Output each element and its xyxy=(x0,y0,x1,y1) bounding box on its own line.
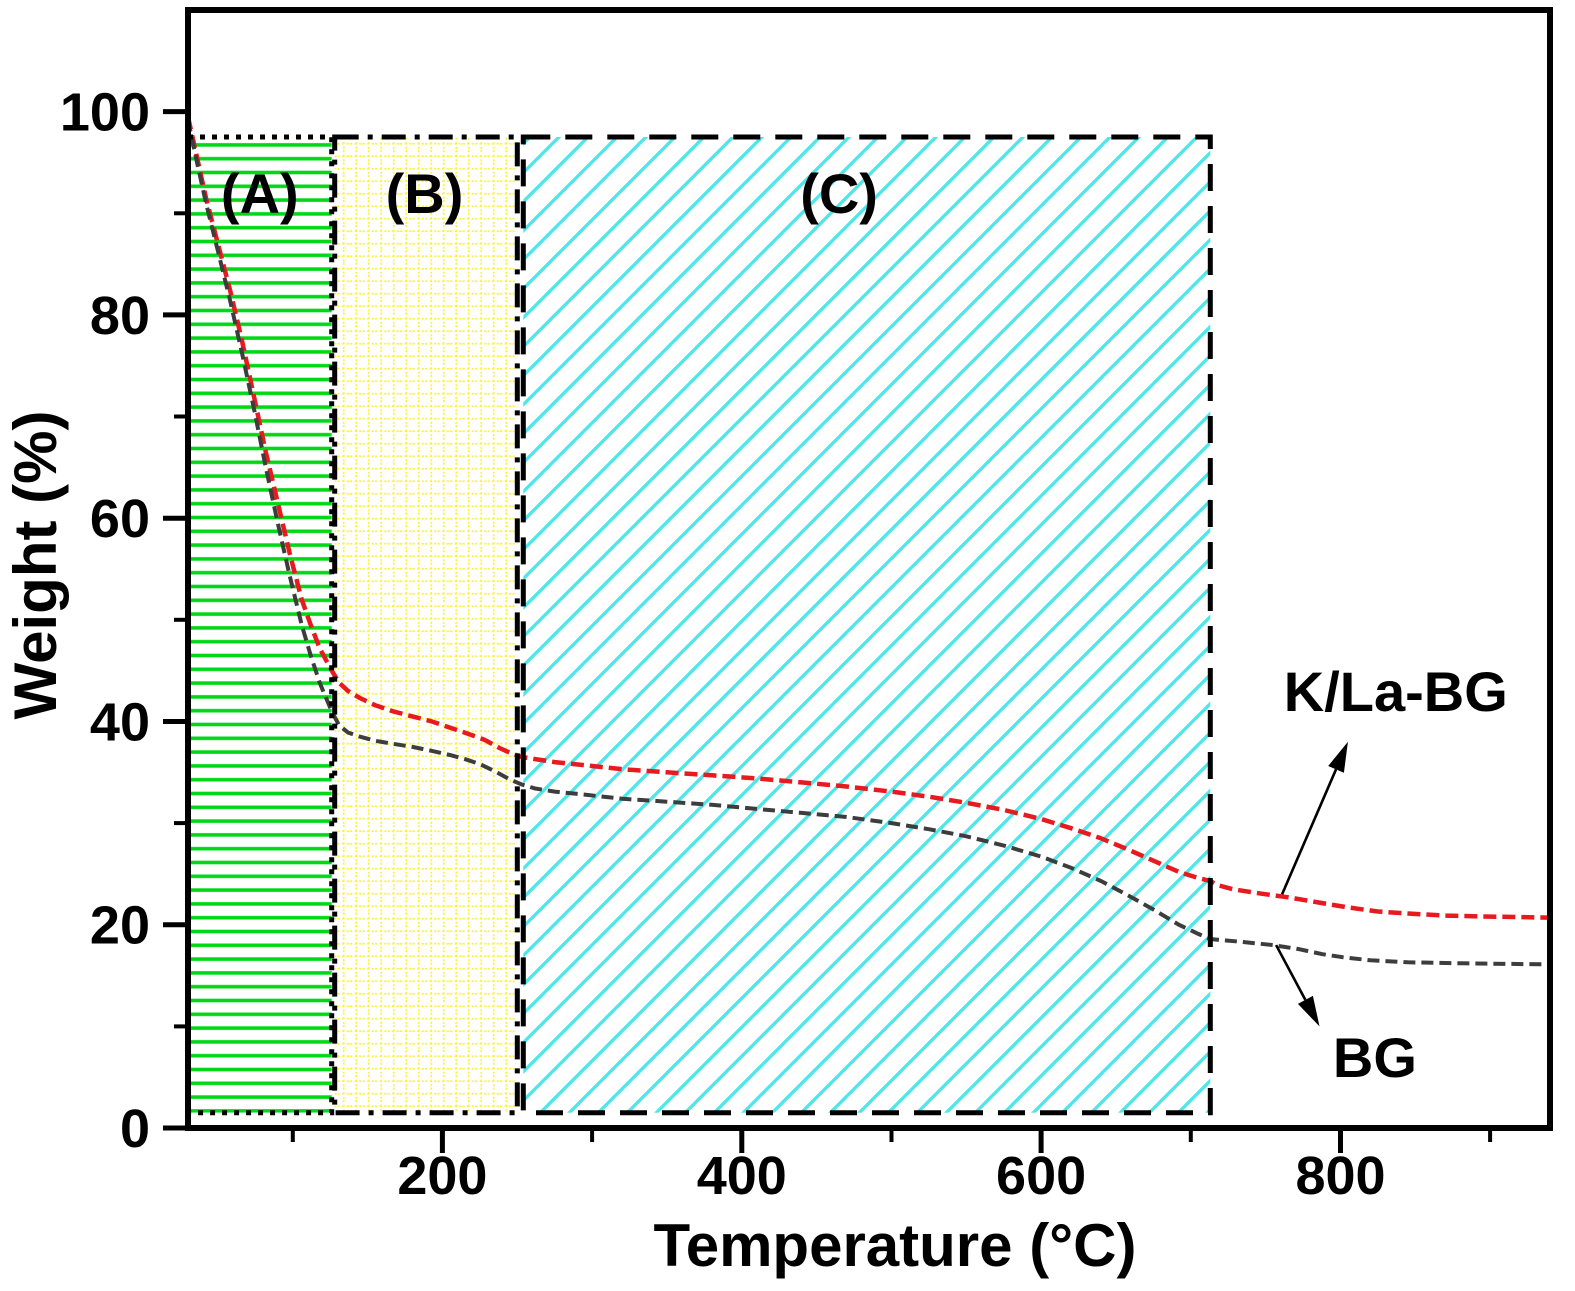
y-tick-label: 0 xyxy=(120,1099,150,1159)
x-tick-label: 800 xyxy=(1295,1146,1385,1206)
x-axis-title: Temperature (°C) xyxy=(654,1212,1137,1279)
series-k-la-bg-curve xyxy=(185,116,1551,920)
region-b-border xyxy=(332,134,520,1116)
plot-frame xyxy=(185,7,1553,1131)
y-tick-label: 40 xyxy=(90,693,150,753)
annotation-label-bg: BG xyxy=(1333,1026,1417,1089)
x-tick-label: 400 xyxy=(697,1146,787,1206)
y-tick-label: 60 xyxy=(90,489,150,549)
region-a-label: (A) xyxy=(221,162,299,225)
annotation-arrow-kla-bg xyxy=(1280,741,1348,895)
y-tick-label: 100 xyxy=(60,83,150,143)
annotation-label-kla-bg: K/La-BG xyxy=(1284,660,1508,723)
x-tick-label: 600 xyxy=(996,1146,1086,1206)
region-c-border xyxy=(520,134,1213,1116)
x-tick-label: 200 xyxy=(397,1146,487,1206)
series-bg-curve xyxy=(186,119,1551,967)
region-b-label: (B) xyxy=(386,162,464,225)
annotation-arrow-bg xyxy=(1274,944,1320,1027)
y-axis-title: Weight (%) xyxy=(2,411,69,720)
region-c-hatch xyxy=(523,137,1211,1113)
region-a-hatch xyxy=(188,137,332,1113)
region-b-hatch xyxy=(334,137,518,1113)
region-c-label: (C) xyxy=(800,162,878,225)
region-a-border xyxy=(185,134,335,1116)
y-tick-label: 20 xyxy=(90,896,150,956)
y-tick-label: 80 xyxy=(90,286,150,346)
